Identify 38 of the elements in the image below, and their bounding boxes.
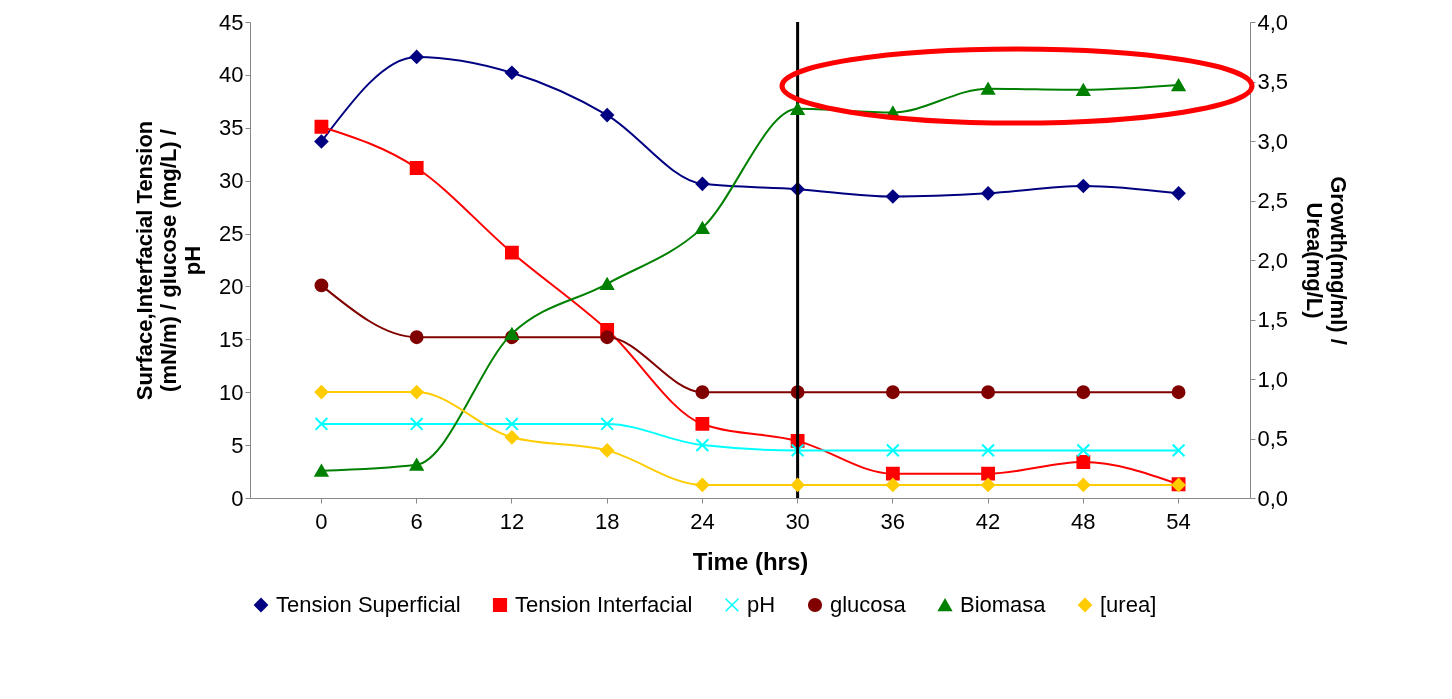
y2-tick-label: 3,0 (1257, 128, 1289, 154)
legend-label: pH (747, 592, 776, 617)
y-tick-label: 40 (219, 62, 244, 88)
y-axis-title: Surface,Interfacial Tension (mN/m) / glucose (mg/L) / pH (132, 120, 206, 401)
x-tick-label: 42 (975, 508, 1001, 534)
x-tick-label: 24 (690, 508, 715, 534)
legend-label: glucosa (830, 592, 907, 617)
y-tick-label: 20 (219, 273, 244, 299)
legend-label: Biomasa (960, 592, 1047, 617)
y2-tick-label: 2,5 (1257, 188, 1289, 213)
y-tick-label: 30 (219, 168, 244, 194)
legend-label: Tension Superficial (276, 592, 461, 617)
y2-tick-label: 0,0 (1257, 485, 1289, 511)
y-tick-label: 10 (219, 379, 244, 405)
legend-label: [urea] (1100, 592, 1157, 617)
x-axis-title: Time (hrs) (692, 547, 809, 575)
y-tick-label: 15 (219, 326, 244, 352)
y2-tick-label: 0,5 (1257, 426, 1289, 451)
x-tick-label: 48 (1071, 508, 1096, 534)
x-tick-label: 36 (880, 508, 906, 534)
y2-axis-title: Growth(mg/ml) / Urea(mg/L) (1302, 176, 1352, 345)
y-tick-label: 0 (231, 485, 244, 511)
x-tick-label: 30 (785, 508, 810, 534)
y-tick-label: 45 (219, 9, 244, 35)
x-tick-label: 18 (594, 508, 620, 534)
y2-tick-label: 4,0 (1257, 9, 1289, 35)
x-tick-label: 54 (1166, 508, 1191, 534)
x-tick-label: 12 (499, 508, 525, 534)
y-tick-label: 35 (219, 115, 244, 141)
legend-label: Tension Interfacial (515, 592, 693, 617)
y2-tick-label: 3,5 (1257, 69, 1289, 94)
y-tick-label: 5 (231, 432, 244, 458)
y2-tick-label: 1,5 (1257, 307, 1289, 332)
y-tick-label: 25 (219, 221, 244, 247)
x-tick-label: 0 (315, 508, 328, 534)
y2-tick-label: 2,0 (1257, 247, 1289, 273)
y2-tick-label: 1,0 (1257, 366, 1289, 392)
x-tick-label: 6 (410, 508, 423, 534)
